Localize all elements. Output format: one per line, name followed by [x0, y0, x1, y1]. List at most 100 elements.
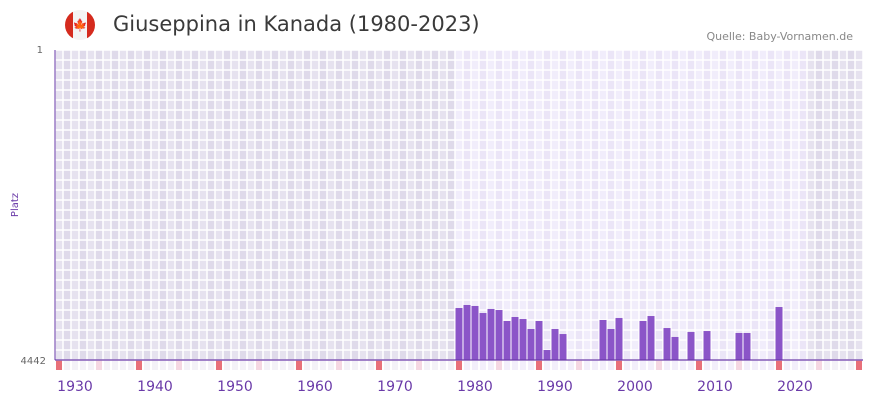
year-column-bg [591, 50, 599, 360]
year-marker [152, 360, 158, 370]
year-column-bg [215, 50, 223, 360]
year-marker [504, 360, 510, 370]
bar-1988 [535, 320, 543, 360]
year-column-bg [583, 50, 591, 360]
year-marker [672, 360, 678, 370]
year-column-bg [735, 50, 743, 360]
year-column-bg [455, 50, 463, 360]
year-marker [744, 360, 750, 370]
bar-1984 [503, 320, 511, 360]
year-column-bg [63, 50, 71, 360]
year-column-bg [687, 50, 695, 360]
year-column-bg [407, 50, 415, 360]
year-column-bg [847, 50, 855, 360]
year-marker [112, 360, 118, 370]
year-column-bg [799, 50, 807, 360]
year-marker [496, 360, 502, 370]
year-marker [328, 360, 334, 370]
year-column-bg [263, 50, 271, 360]
year-column-bg [311, 50, 319, 360]
bar-2009 [703, 331, 711, 360]
year-marker [216, 360, 222, 370]
year-marker [224, 360, 230, 370]
x-tick-2010: 2010 [697, 379, 733, 395]
year-column-bg [391, 50, 399, 360]
year-column-bg [447, 50, 455, 360]
year-column-bg [647, 50, 655, 360]
x-tick-1990: 1990 [537, 379, 573, 395]
year-marker [536, 360, 542, 370]
year-column-bg [343, 50, 351, 360]
year-marker [304, 360, 310, 370]
year-column-bg [495, 50, 503, 360]
year-marker [488, 360, 494, 370]
year-marker [352, 360, 358, 370]
year-column-bg [375, 50, 383, 360]
year-column-bg [159, 50, 167, 360]
year-marker [648, 360, 654, 370]
year-marker [384, 360, 390, 370]
year-column-bg [727, 50, 735, 360]
year-marker [592, 360, 598, 370]
x-tick-2000: 2000 [617, 379, 653, 395]
year-column-bg [223, 50, 231, 360]
year-column-bg [479, 50, 487, 360]
year-marker [288, 360, 294, 370]
year-column-bg [335, 50, 343, 360]
year-column-bg [95, 50, 103, 360]
year-column-bg [775, 50, 783, 360]
x-tick-1960: 1960 [297, 379, 333, 395]
year-marker [576, 360, 582, 370]
year-column-bg [767, 50, 775, 360]
year-column-bg [759, 50, 767, 360]
year-column-bg [463, 50, 471, 360]
bar-1987 [527, 329, 535, 360]
year-marker [376, 360, 382, 370]
year-marker [568, 360, 574, 370]
year-column-bg [287, 50, 295, 360]
x-tick-2020: 2020 [777, 379, 813, 395]
y-tick-top: 1 [37, 45, 43, 56]
year-column-bg [623, 50, 631, 360]
year-column-bg [247, 50, 255, 360]
year-marker [528, 360, 534, 370]
bar-1991 [559, 334, 567, 360]
y-tick-bottom: 4442 [21, 356, 46, 367]
bar-1998 [615, 317, 623, 360]
bar-2014 [743, 332, 751, 360]
bar-2013 [735, 332, 743, 360]
year-marker [464, 360, 470, 370]
year-column-bg [135, 50, 143, 360]
year-marker [656, 360, 662, 370]
year-column-bg [639, 50, 647, 360]
year-marker [248, 360, 254, 370]
year-marker [416, 360, 422, 370]
year-marker [336, 360, 342, 370]
year-marker [280, 360, 286, 370]
year-column-bg [807, 50, 815, 360]
year-marker [824, 360, 830, 370]
year-column-bg [231, 50, 239, 360]
year-column-bg [823, 50, 831, 360]
year-marker [144, 360, 150, 370]
year-column-bg [319, 50, 327, 360]
year-marker [584, 360, 590, 370]
canada-flag-icon: 🍁 [65, 10, 95, 40]
y-axis-label: Platz [10, 193, 21, 217]
year-marker [128, 360, 134, 370]
x-tick-1950: 1950 [217, 379, 253, 395]
year-column-bg [175, 50, 183, 360]
year-marker [368, 360, 374, 370]
bar-2002 [647, 316, 655, 360]
year-column-bg [351, 50, 359, 360]
year-marker [312, 360, 318, 370]
year-marker [792, 360, 798, 370]
year-column-bg [295, 50, 303, 360]
bar-1989 [543, 350, 551, 360]
year-column-bg [719, 50, 727, 360]
year-marker [264, 360, 270, 370]
year-column-bg [567, 50, 575, 360]
x-tick-1930: 1930 [57, 379, 93, 395]
year-column-bg [151, 50, 159, 360]
year-marker [608, 360, 614, 370]
